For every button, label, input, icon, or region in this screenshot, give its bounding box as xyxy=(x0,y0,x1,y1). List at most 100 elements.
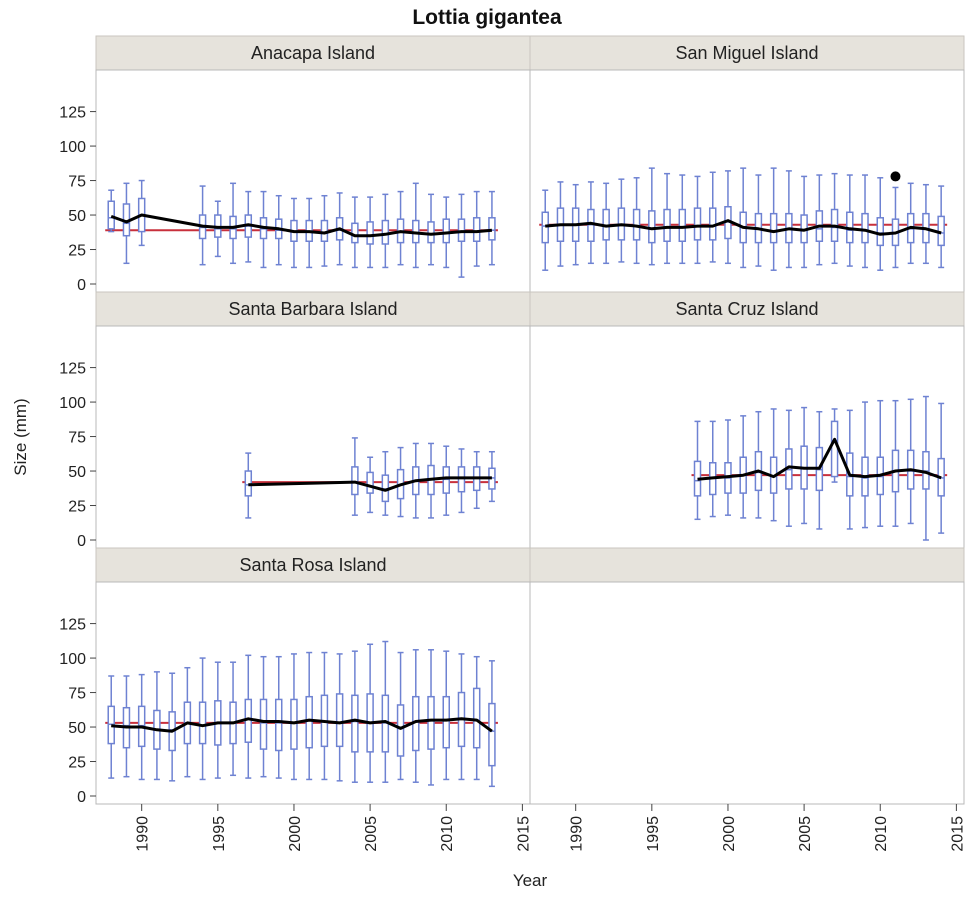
y-tick-label: 75 xyxy=(68,174,86,191)
box-2006 xyxy=(381,640,390,783)
box-iqr xyxy=(876,217,884,247)
outlier-point xyxy=(890,171,901,182)
box-2013 xyxy=(488,190,496,266)
x-tick-label: 2010 xyxy=(439,816,456,852)
mean-trend-line xyxy=(110,213,493,238)
box-2013 xyxy=(922,395,930,541)
panel-strip xyxy=(95,547,531,583)
y-tick-label: 75 xyxy=(68,430,86,447)
box-iqr xyxy=(259,698,268,750)
x-axis-label: Year xyxy=(513,871,548,890)
x-tick-label: 1995 xyxy=(645,816,662,852)
x-tick-label: 2010 xyxy=(873,816,890,852)
box-1988 xyxy=(107,189,115,233)
mean-trend-line xyxy=(248,476,492,492)
panel-plot-area xyxy=(95,581,531,805)
box-1998 xyxy=(259,655,268,778)
x-tick-label: 2005 xyxy=(797,816,814,852)
panel-plot-area xyxy=(529,69,965,293)
panel-san-miguel-island: San Miguel Island xyxy=(529,35,965,293)
box-iqr xyxy=(396,704,405,757)
box-iqr xyxy=(472,217,481,242)
box-iqr xyxy=(335,693,344,748)
y-tick-label: 100 xyxy=(59,651,86,668)
box-2013 xyxy=(488,660,496,788)
box-iqr xyxy=(472,687,481,749)
box-2004 xyxy=(785,409,793,527)
box-2012 xyxy=(472,190,481,267)
mean-trend-line xyxy=(111,717,493,733)
y-tick-label: 125 xyxy=(59,617,86,634)
panel-strip xyxy=(529,547,965,583)
box-iqr xyxy=(488,702,496,767)
box-iqr xyxy=(861,212,869,244)
box-iqr xyxy=(305,695,313,749)
y-tick-label: 125 xyxy=(59,361,86,378)
panel-plot-area xyxy=(529,325,965,549)
y-tick-label: 25 xyxy=(68,755,86,772)
panel-strip-label: Santa Barbara Island xyxy=(228,299,397,319)
box-iqr xyxy=(769,212,778,244)
panel-santa-rosa-island: Santa Rosa Island 0 25 50 75 100 125 xyxy=(59,547,531,806)
box-iqr xyxy=(442,218,450,244)
y-tick-label: 50 xyxy=(68,208,86,225)
box-2009 xyxy=(861,174,869,269)
box-iqr xyxy=(427,695,435,750)
panel-strip xyxy=(529,35,965,71)
panel-strip-label: Santa Cruz Island xyxy=(675,299,818,319)
box-iqr xyxy=(442,695,450,749)
x-tick-label: 1995 xyxy=(211,816,228,852)
y-tick-label: 50 xyxy=(68,464,86,481)
box-iqr xyxy=(351,222,359,244)
panel-plot-area xyxy=(95,325,531,549)
box-2012 xyxy=(472,655,481,781)
x-axis-col-1: 1990 1995 2000 2005 2010 2015 xyxy=(135,804,532,852)
panel-strip xyxy=(529,291,965,327)
chart-title: Lottia gigantea xyxy=(412,6,562,29)
box-iqr xyxy=(693,207,702,241)
panel-strip xyxy=(95,35,531,71)
panel-plot-area xyxy=(95,69,531,293)
mean-trend-line xyxy=(697,437,942,481)
box-iqr xyxy=(541,211,549,244)
x-axis-col-2: 1990 1995 2000 2005 2010 2015 xyxy=(569,804,966,852)
y-tick-label: 0 xyxy=(77,789,86,806)
box-iqr xyxy=(107,200,115,230)
y-tick-label: 125 xyxy=(59,105,86,122)
box-iqr xyxy=(198,701,207,745)
y-tick-label: 100 xyxy=(59,139,86,156)
y-tick-label: 25 xyxy=(68,243,86,260)
box-iqr xyxy=(366,221,374,245)
panel-santa-cruz-island: Santa Cruz Island xyxy=(529,291,965,549)
box-iqr xyxy=(427,221,435,244)
y-tick-label: 100 xyxy=(59,395,86,412)
x-tick-label: 2015 xyxy=(515,816,532,852)
box-1998 xyxy=(693,175,702,265)
x-tick-label: 2015 xyxy=(949,816,966,852)
x-tick-label: 1990 xyxy=(135,816,152,852)
panel-santa-barbara-island: Santa Barbara Island 0 25 50 75 100 125 xyxy=(59,291,531,550)
box-2005 xyxy=(366,456,374,514)
box-2010 xyxy=(876,177,884,271)
x-tick-label: 2000 xyxy=(721,816,738,852)
box-iqr xyxy=(830,420,839,478)
panel-empty xyxy=(529,547,965,805)
panel-plot-area xyxy=(529,581,965,805)
panel-strip-label: Anacapa Island xyxy=(251,43,375,63)
box-iqr xyxy=(274,698,283,752)
mean-trend-line xyxy=(545,219,942,236)
box-iqr xyxy=(488,217,496,241)
box-iqr xyxy=(351,694,359,753)
box-iqr xyxy=(678,208,687,242)
y-axis-label: Size (mm) xyxy=(11,398,30,475)
box-2010 xyxy=(442,650,450,781)
x-tick-label: 1990 xyxy=(569,816,586,852)
box-iqr xyxy=(381,219,390,245)
x-tick-label: 2005 xyxy=(363,816,380,852)
panel-strip-label: San Miguel Island xyxy=(675,43,818,63)
x-tick-label: 2000 xyxy=(287,816,304,852)
box-1997 xyxy=(678,174,687,265)
box-iqr xyxy=(366,471,374,494)
